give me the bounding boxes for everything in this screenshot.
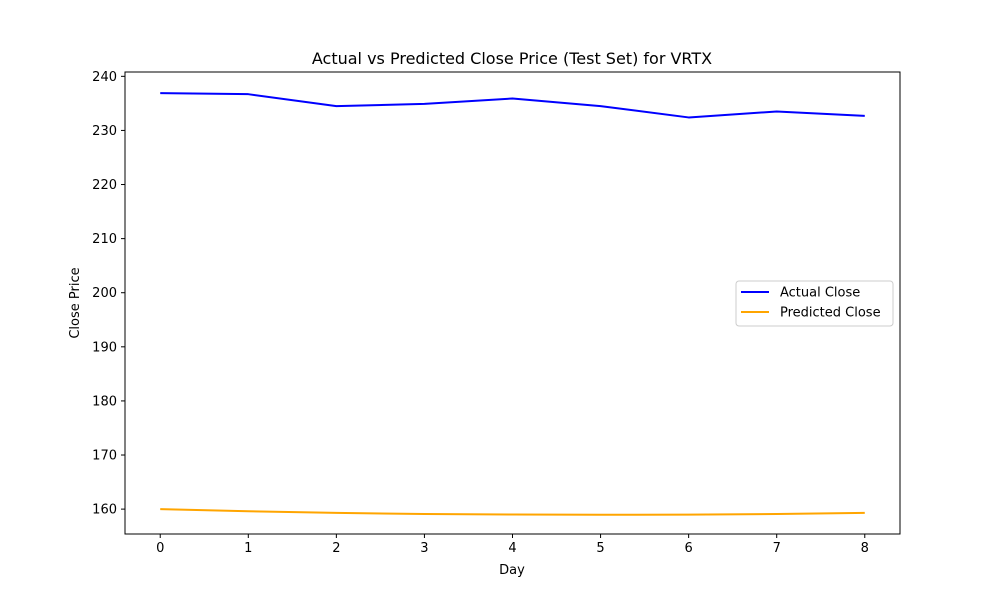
y-axis: 160 170 180 190 200 210 220 230 240 [92, 70, 125, 518]
y-tick-label: 180 [92, 394, 117, 409]
y-tick-label: 220 [92, 178, 117, 193]
y-tick-label: 210 [92, 232, 117, 247]
y-tick-label: 170 [92, 449, 117, 464]
x-axis-label: Day [499, 563, 525, 578]
x-tick-label: 0 [156, 541, 164, 556]
legend-label-predicted-close: Predicted Close [780, 306, 881, 321]
x-tick-label: 4 [508, 541, 516, 556]
y-tick-label: 190 [92, 340, 117, 355]
x-tick-label: 7 [773, 541, 781, 556]
x-tick-label: 6 [684, 541, 692, 556]
series-line-predicted-close [160, 508, 865, 516]
plot-area [160, 92, 865, 516]
x-tick-label: 3 [420, 541, 428, 556]
y-tick-label: 240 [92, 70, 117, 85]
x-tick-label: 2 [332, 541, 340, 556]
legend-box [735, 280, 894, 327]
x-tick-label: 5 [596, 541, 604, 556]
x-axis: 0 1 2 3 4 5 6 7 8 [156, 534, 869, 556]
chart-title: Actual vs Predicted Close Price (Test Se… [312, 49, 712, 68]
y-tick-label: 230 [92, 124, 117, 139]
y-tick-label: 200 [92, 286, 117, 301]
x-tick-label: 8 [861, 541, 869, 556]
legend: Actual Close Predicted Close [735, 280, 894, 327]
series-line-actual-close [160, 92, 865, 119]
legend-label-actual-close: Actual Close [780, 286, 860, 301]
y-axis-label: Close Price [68, 267, 83, 338]
y-tick-label: 160 [92, 503, 117, 518]
x-tick-label: 1 [244, 541, 252, 556]
